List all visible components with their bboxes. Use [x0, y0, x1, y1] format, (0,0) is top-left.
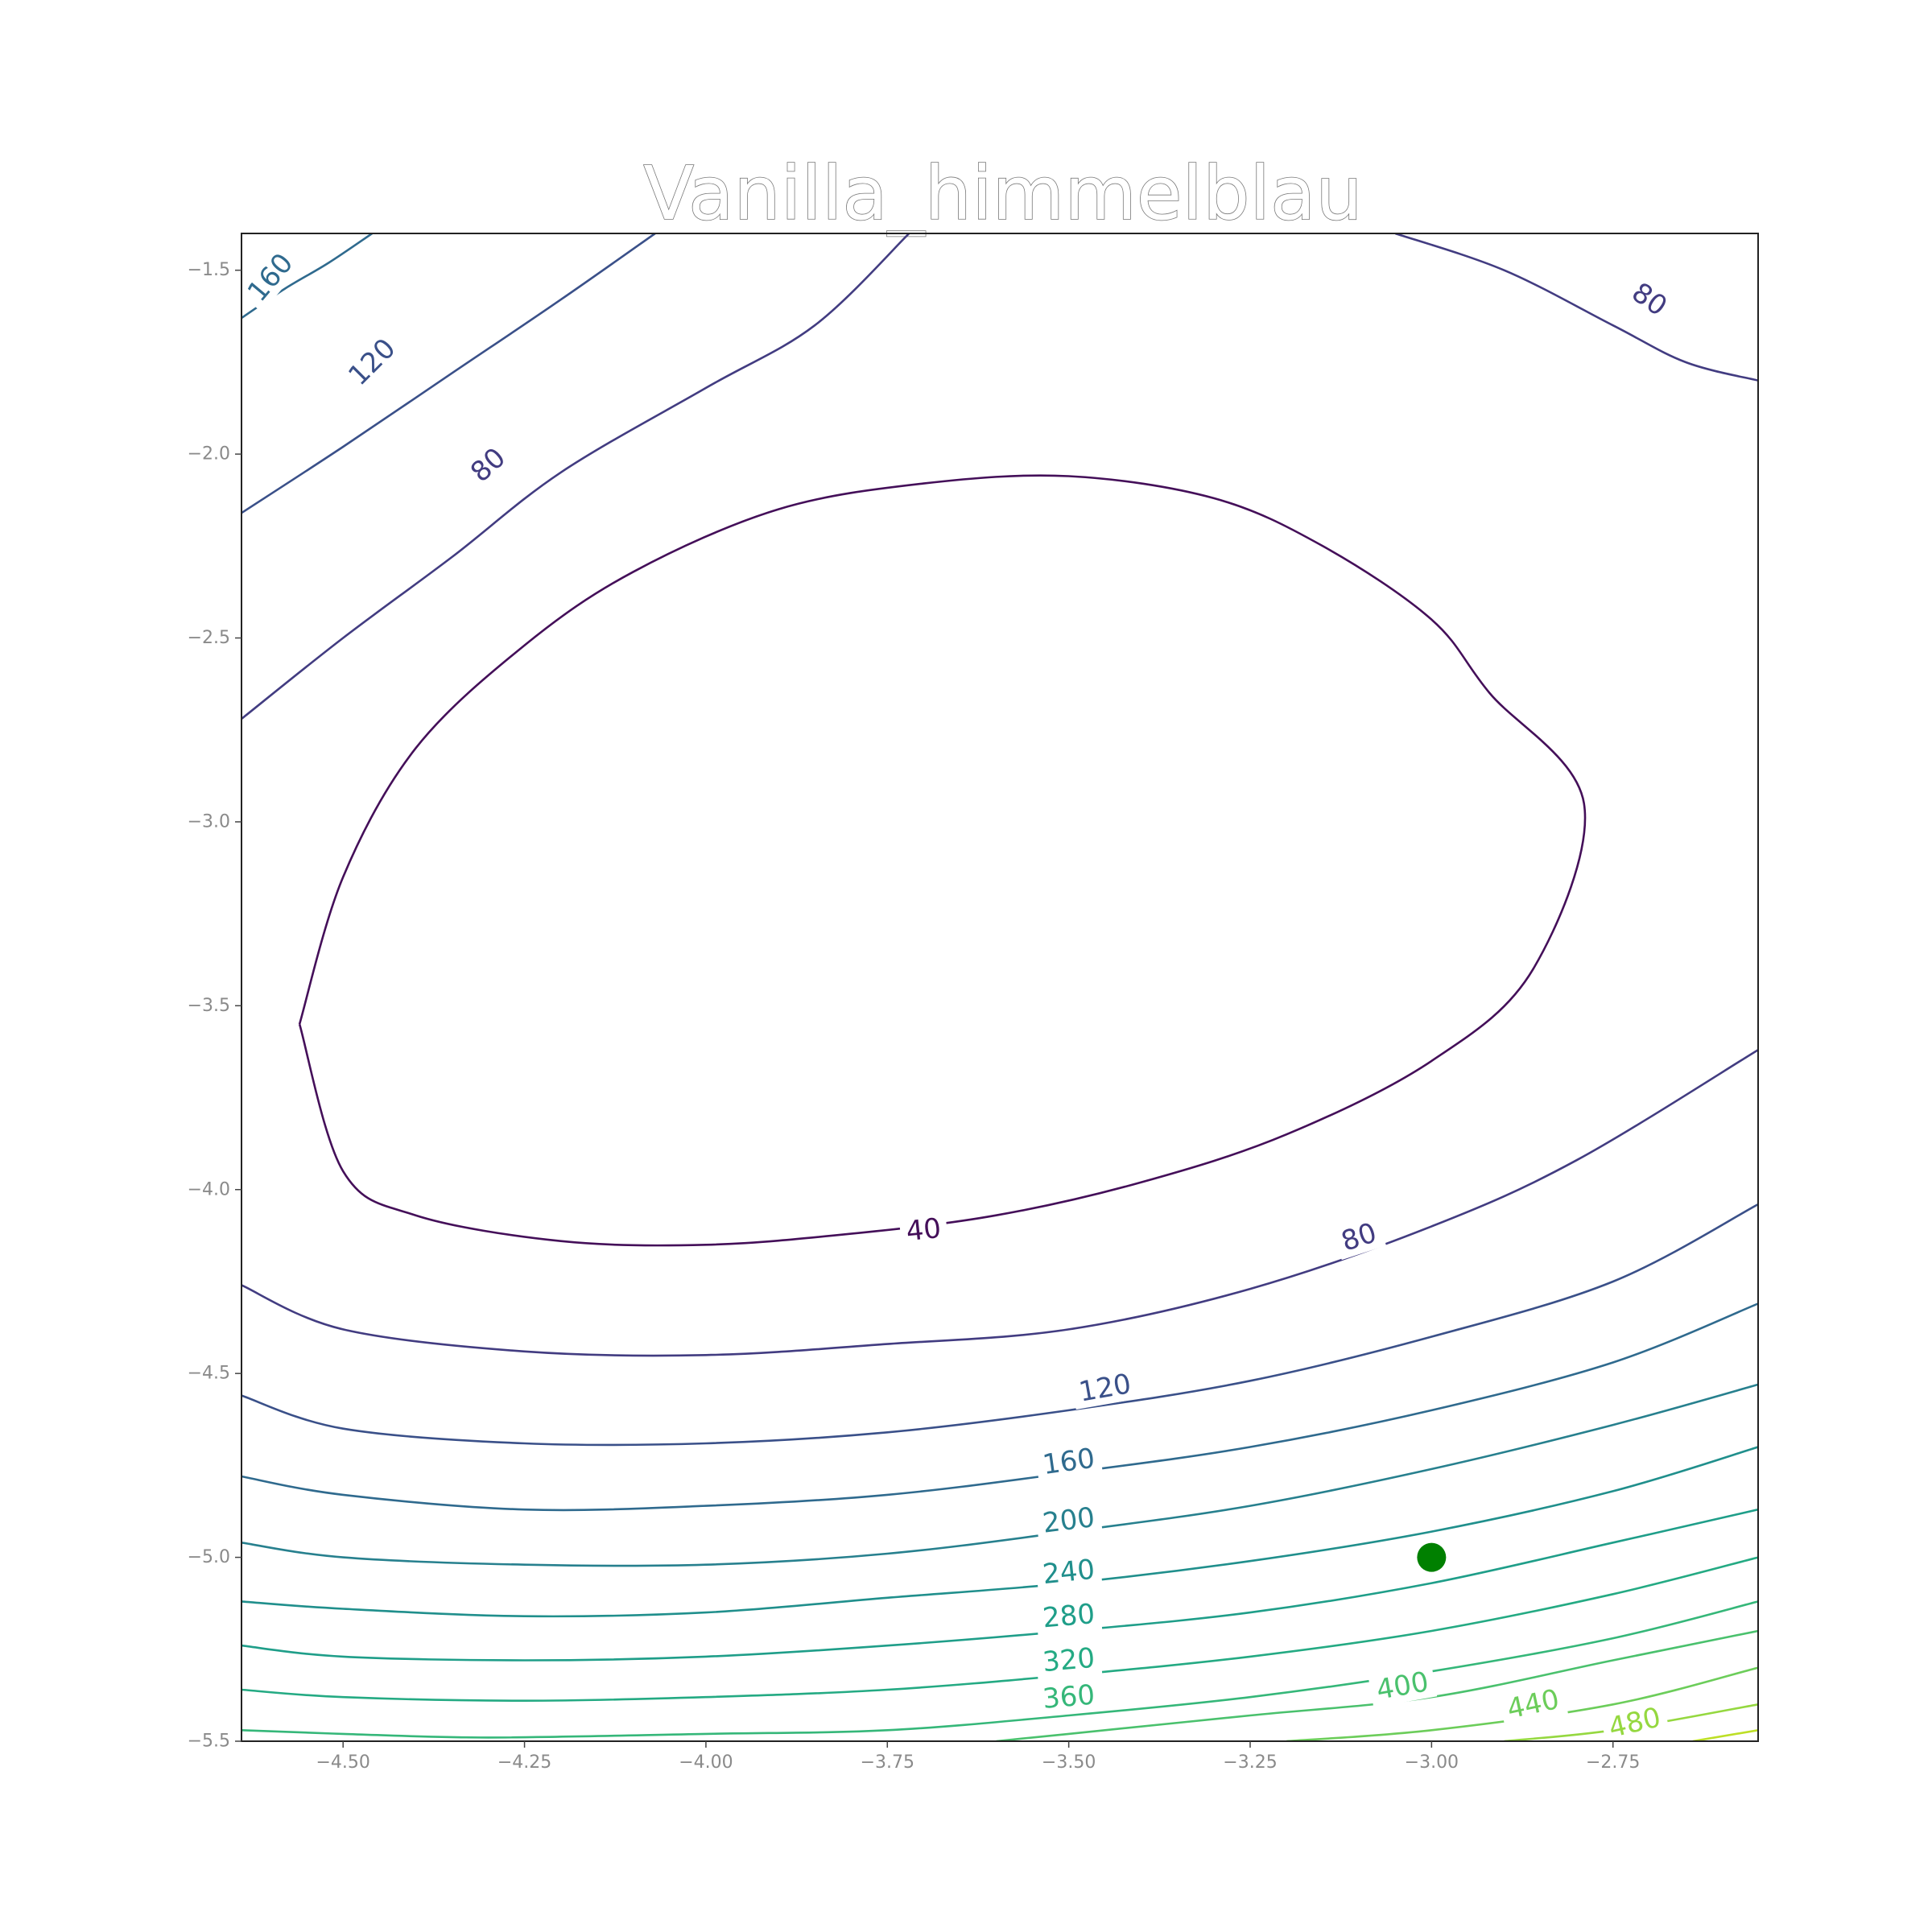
x-tick-label: −3.00 — [1405, 1752, 1459, 1773]
contour-label-bg — [460, 437, 517, 493]
x-tick-label: −3.25 — [1223, 1752, 1277, 1773]
contour-label-360: 360 — [1042, 1678, 1096, 1715]
x-tick-label: −3.75 — [861, 1752, 914, 1773]
contour-label-bg — [1034, 1501, 1103, 1541]
y-tick-label: −3.0 — [188, 811, 230, 832]
contour-label-bg — [242, 242, 304, 313]
contour-label-bg — [1600, 1699, 1670, 1741]
x-tick-label: −2.75 — [1586, 1752, 1640, 1773]
contour-label-160: 160 — [1041, 1442, 1097, 1481]
contour-line-80-0 — [242, 233, 910, 720]
y-tick-label: −5.5 — [188, 1732, 230, 1752]
contour-label-bg — [1620, 273, 1678, 327]
contour-line-360-0 — [242, 1600, 1758, 1739]
x-tick-label: −4.50 — [316, 1752, 369, 1773]
contour-line-320-0 — [242, 1556, 1758, 1703]
contour-label-bg — [898, 1212, 949, 1249]
contour-line-400-0 — [996, 1629, 1758, 1741]
contour-line-200-0 — [242, 1383, 1758, 1567]
contour-label-bg — [1368, 1664, 1438, 1708]
contour-label-40: 40 — [905, 1212, 943, 1248]
contour-line-240-0 — [242, 1446, 1758, 1618]
contour-label-bg — [1070, 1366, 1140, 1410]
y-tick-label: −2.5 — [188, 628, 230, 648]
y-tick-label: −4.5 — [188, 1364, 230, 1384]
chart-title: Vanilla_himmelblau — [643, 151, 1362, 237]
x-tick-label: −4.25 — [497, 1752, 551, 1773]
contour-line-280-0 — [242, 1508, 1758, 1662]
y-tick-label: −5.0 — [188, 1547, 230, 1567]
contour-label-bg — [1035, 1678, 1103, 1716]
y-tick-label: −2.0 — [188, 444, 230, 464]
y-tick-label: −3.5 — [188, 996, 230, 1016]
contour-label-bg — [337, 328, 407, 397]
contour-label-bg — [1498, 1682, 1568, 1728]
contour-label-200: 200 — [1041, 1501, 1096, 1540]
contour-label-320: 320 — [1042, 1642, 1096, 1679]
axes-frame — [241, 233, 1759, 1742]
contour-line-120-0 — [242, 233, 656, 514]
contour-label-240: 240 — [1041, 1554, 1096, 1591]
contour-line-520-0 — [1692, 1729, 1758, 1741]
contour-line-80-2 — [242, 1049, 1758, 1357]
contour-label-bg — [1034, 1441, 1103, 1483]
contour-label-280: 280 — [1042, 1598, 1096, 1635]
contour-line-40-0 — [298, 474, 1587, 1247]
x-tick-label: −3.50 — [1042, 1752, 1096, 1773]
contour-label-bg — [1331, 1215, 1386, 1261]
contour-line-80-1 — [1394, 233, 1758, 382]
contour-label-bg — [1035, 1641, 1103, 1679]
contour-label-bg — [1035, 1597, 1103, 1636]
axes: −4.50 −4.25 −4.00 −3.75 −3.50 −3.25 −3.00 −2.75… — [188, 260, 1641, 1773]
y-tick-label: −1.5 — [188, 260, 230, 280]
current-point-marker — [1417, 1542, 1447, 1572]
contour-line-120-1 — [242, 1203, 1758, 1447]
x-tick-label: −4.00 — [679, 1752, 733, 1773]
y-tick-label: −4.0 — [188, 1179, 230, 1199]
contour-label-bg — [1034, 1552, 1103, 1591]
contour-line-160-1 — [242, 1302, 1758, 1512]
